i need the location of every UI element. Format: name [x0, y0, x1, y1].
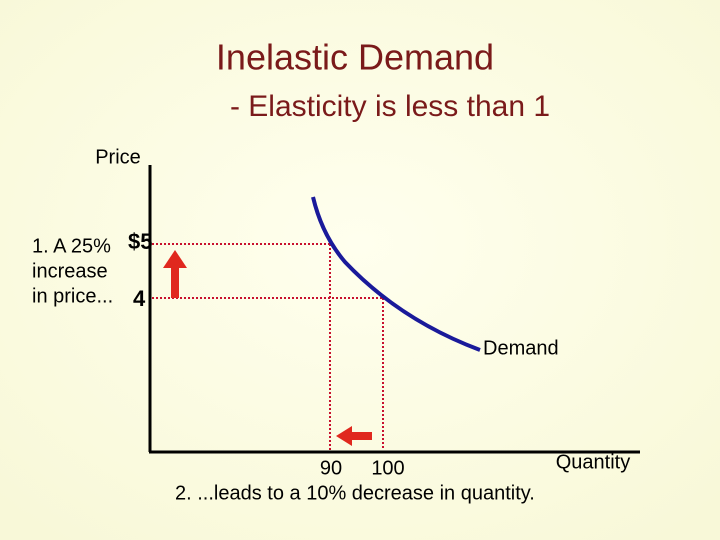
subtitle: - Elasticity is less than 1	[230, 90, 550, 123]
annotation: increase	[32, 260, 108, 282]
y-tick-label: $5	[128, 229, 152, 254]
y-axis-label: Price	[95, 146, 141, 168]
x-axis-label: Quantity	[556, 451, 630, 473]
curve-label: Demand	[483, 337, 559, 359]
left-arrow	[336, 426, 372, 446]
x-tick-label: 100	[371, 457, 404, 479]
up-arrow	[163, 250, 187, 298]
annotation: 1. A 25%	[32, 235, 111, 257]
annotation: 2. ...leads to a 10% decrease in quantit…	[175, 482, 535, 504]
x-tick-label: 90	[320, 457, 342, 479]
demand-curve	[311, 196, 481, 352]
annotation: in price...	[32, 285, 113, 307]
y-tick-label: 4	[133, 286, 146, 311]
title: Inelastic Demand	[216, 37, 494, 78]
